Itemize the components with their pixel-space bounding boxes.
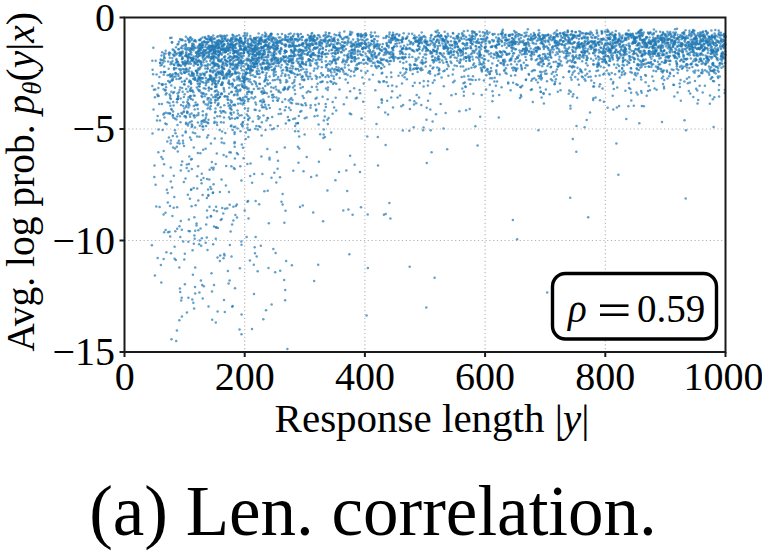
svg-text:1000: 1000: [684, 354, 762, 399]
svg-text:0: 0: [115, 354, 135, 399]
svg-text:−15: −15: [52, 329, 115, 374]
svg-text:800: 800: [575, 354, 635, 399]
svg-text:200: 200: [215, 354, 275, 399]
svg-text:Response length |y|: Response length |y|: [275, 395, 590, 441]
svg-text:(a) Len. correlation.: (a) Len. correlation.: [89, 472, 657, 551]
svg-text:0: 0: [95, 0, 115, 40]
svg-text:400: 400: [335, 354, 395, 399]
svg-text:−5: −5: [72, 106, 115, 151]
svg-text:600: 600: [455, 354, 515, 399]
svg-text:−10: −10: [52, 218, 115, 263]
svg-text:Avg. log prob. pθ(y|x): Avg. log prob. pθ(y|x): [0, 12, 47, 352]
